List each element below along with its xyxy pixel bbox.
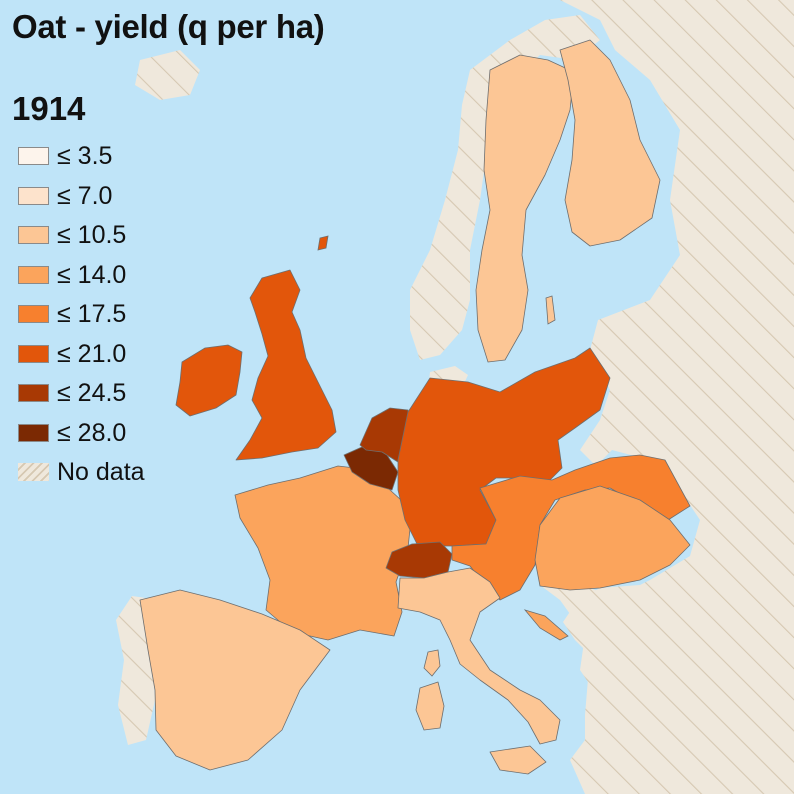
legend-swatch — [18, 305, 49, 323]
region-germany — [397, 347, 611, 547]
shetland — [317, 235, 329, 251]
islands — [317, 235, 569, 677]
legend-swatch — [18, 423, 49, 442]
gotland — [545, 295, 556, 325]
legend-label: ≤ 21.0 — [57, 339, 127, 368]
map-title: Oat - yield (q per ha) — [12, 8, 325, 45]
region-spain — [139, 589, 331, 771]
legend-swatch-no-data — [18, 463, 49, 481]
legend-label: ≤ 28.0 — [57, 418, 127, 447]
legend-label: ≤ 14.0 — [57, 260, 127, 289]
corsica — [423, 649, 441, 677]
legend-swatch — [18, 226, 49, 244]
map-year: 1914 — [12, 90, 86, 127]
legend-label: ≤ 7.0 — [57, 181, 113, 210]
region-united-kingdom — [235, 269, 337, 461]
legend-swatch — [18, 186, 49, 205]
legend-label: ≤ 10.5 — [57, 221, 127, 249]
dalmatia-coast — [523, 609, 569, 641]
region-sardinia — [415, 681, 445, 731]
region-hungary — [534, 485, 691, 591]
legend-swatch — [18, 344, 49, 363]
region-ireland — [175, 344, 243, 417]
balkans-no-data — [540, 556, 794, 794]
legend-label: No data — [57, 458, 145, 486]
countries — [139, 39, 691, 775]
region-sicily — [489, 745, 547, 775]
legend-label: ≤ 3.5 — [57, 142, 113, 170]
legend-swatch — [18, 265, 49, 284]
norway-no-data — [410, 15, 600, 360]
region-sweden — [475, 54, 575, 363]
legend-label: ≤ 24.5 — [57, 379, 127, 407]
region-italy — [397, 567, 561, 745]
iceland-no-data — [135, 50, 200, 100]
no-data-land — [116, 0, 794, 794]
region-finland — [559, 39, 661, 247]
legend-label: ≤ 17.5 — [57, 300, 127, 328]
legend-swatch — [18, 147, 49, 165]
legend-swatch — [18, 384, 49, 402]
